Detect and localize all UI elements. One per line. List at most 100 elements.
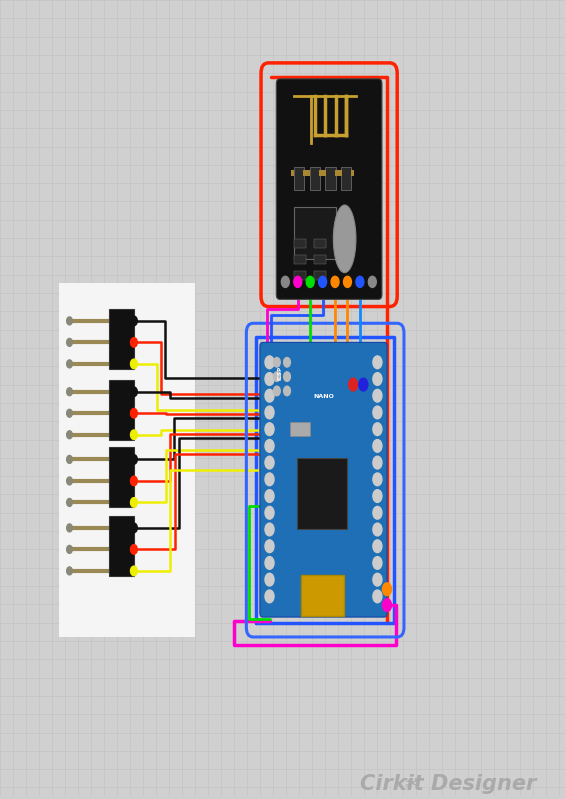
Bar <box>297 458 347 530</box>
Bar <box>294 167 304 189</box>
Bar <box>335 169 338 176</box>
Circle shape <box>67 339 72 346</box>
Circle shape <box>67 317 72 325</box>
Bar <box>301 574 344 616</box>
Ellipse shape <box>333 205 356 272</box>
Circle shape <box>265 557 274 570</box>
Text: ✂: ✂ <box>404 774 418 792</box>
Bar <box>291 169 294 176</box>
Circle shape <box>273 372 280 381</box>
Circle shape <box>265 507 274 519</box>
Circle shape <box>265 490 274 503</box>
Circle shape <box>331 276 339 288</box>
Circle shape <box>67 524 72 532</box>
Circle shape <box>265 423 274 435</box>
Circle shape <box>265 540 274 553</box>
Bar <box>338 169 342 176</box>
Circle shape <box>265 356 274 368</box>
Circle shape <box>383 582 392 595</box>
Circle shape <box>306 276 314 288</box>
Bar <box>109 380 134 439</box>
Bar <box>341 167 351 189</box>
Circle shape <box>131 408 137 418</box>
Circle shape <box>383 598 392 611</box>
Bar <box>325 167 336 189</box>
Circle shape <box>373 372 382 385</box>
Bar <box>294 271 306 280</box>
Circle shape <box>131 545 137 555</box>
Circle shape <box>131 498 137 507</box>
FancyBboxPatch shape <box>276 79 382 300</box>
Bar <box>351 169 354 176</box>
Bar <box>310 167 320 189</box>
Circle shape <box>373 490 382 503</box>
Circle shape <box>373 389 382 402</box>
Circle shape <box>265 473 274 486</box>
Circle shape <box>265 523 274 536</box>
Bar <box>319 169 323 176</box>
Circle shape <box>265 372 274 385</box>
Circle shape <box>359 378 368 391</box>
Text: Cirkit Designer: Cirkit Designer <box>360 774 537 794</box>
Circle shape <box>67 455 72 463</box>
Circle shape <box>67 546 72 554</box>
Circle shape <box>284 386 290 396</box>
Bar <box>303 169 307 176</box>
Circle shape <box>284 372 290 381</box>
Circle shape <box>67 431 72 439</box>
Bar <box>294 207 336 259</box>
Circle shape <box>67 567 72 574</box>
Circle shape <box>294 276 302 288</box>
Circle shape <box>67 477 72 485</box>
Bar <box>294 255 306 264</box>
Circle shape <box>319 276 327 288</box>
Circle shape <box>373 456 382 469</box>
Circle shape <box>265 406 274 419</box>
Circle shape <box>131 455 137 464</box>
Circle shape <box>67 409 72 417</box>
Circle shape <box>344 276 351 288</box>
Circle shape <box>373 590 382 602</box>
Bar <box>314 255 326 264</box>
Circle shape <box>356 276 364 288</box>
Bar <box>294 239 306 248</box>
Circle shape <box>131 316 137 326</box>
Circle shape <box>373 523 382 536</box>
Circle shape <box>265 590 274 602</box>
Circle shape <box>265 389 274 402</box>
Circle shape <box>373 507 382 519</box>
Bar <box>290 422 310 436</box>
Bar <box>59 283 195 637</box>
Circle shape <box>273 386 280 396</box>
Circle shape <box>131 566 137 575</box>
Circle shape <box>131 476 137 486</box>
Circle shape <box>273 357 280 367</box>
Text: ICSP: ICSP <box>277 366 282 380</box>
Circle shape <box>349 378 358 391</box>
Circle shape <box>131 523 137 533</box>
Circle shape <box>368 276 376 288</box>
FancyBboxPatch shape <box>260 343 387 617</box>
Circle shape <box>265 574 274 586</box>
Bar <box>314 239 326 248</box>
Bar <box>109 516 134 575</box>
Circle shape <box>284 357 290 367</box>
Bar <box>323 169 326 176</box>
Circle shape <box>131 387 137 396</box>
Circle shape <box>67 388 72 396</box>
Circle shape <box>131 338 137 347</box>
Circle shape <box>67 360 72 368</box>
Circle shape <box>131 430 137 439</box>
Bar <box>109 309 134 368</box>
Circle shape <box>281 276 289 288</box>
Circle shape <box>373 557 382 570</box>
Circle shape <box>265 439 274 452</box>
Circle shape <box>373 473 382 486</box>
Circle shape <box>373 540 382 553</box>
Circle shape <box>67 499 72 507</box>
Circle shape <box>373 356 382 368</box>
Bar <box>109 447 134 507</box>
Circle shape <box>131 359 137 368</box>
Bar <box>314 271 326 280</box>
Circle shape <box>265 456 274 469</box>
